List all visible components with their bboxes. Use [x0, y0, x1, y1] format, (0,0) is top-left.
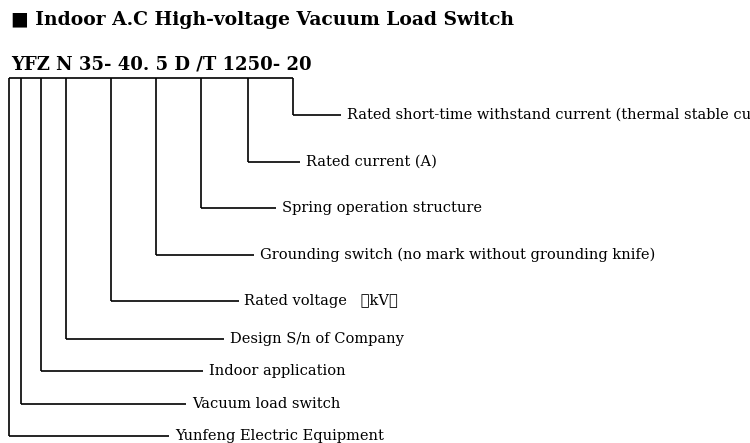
Text: ■ Indoor A.C High-voltage Vacuum Load Switch: ■ Indoor A.C High-voltage Vacuum Load Sw… [11, 11, 514, 29]
Text: Rated voltage   （kV）: Rated voltage （kV） [244, 294, 398, 308]
Text: Grounding switch (no mark without grounding knife): Grounding switch (no mark without ground… [260, 248, 655, 262]
Text: Vacuum load switch: Vacuum load switch [192, 397, 340, 411]
Text: Design S/n of Company: Design S/n of Company [230, 332, 404, 346]
Text: Indoor application: Indoor application [209, 364, 345, 378]
Text: Rated short-time withstand current (thermal stable current)  （kA）: Rated short-time withstand current (ther… [347, 108, 750, 122]
Text: Rated current (A): Rated current (A) [306, 155, 436, 169]
Text: YFZ N 35- 40. 5 D /T 1250- 20: YFZ N 35- 40. 5 D /T 1250- 20 [11, 55, 312, 74]
Text: Spring operation structure: Spring operation structure [282, 201, 482, 215]
Text: Yunfeng Electric Equipment: Yunfeng Electric Equipment [175, 429, 383, 443]
